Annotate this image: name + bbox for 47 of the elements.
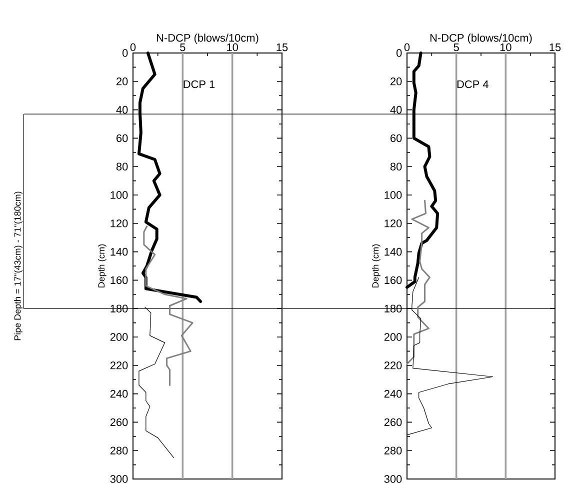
y-tick-label: 280 xyxy=(110,446,128,454)
y-axis-title: Depth (cm) xyxy=(372,244,380,288)
y-tick-label: 200 xyxy=(110,333,128,341)
annotation: DCP 4 xyxy=(457,80,488,88)
x-tick-label: 0 xyxy=(130,43,136,52)
y-tick-label: 80 xyxy=(390,162,402,170)
x-axis-title: N-DCP (blows/10cm) xyxy=(430,34,532,44)
y-tick-label: 100 xyxy=(384,191,402,199)
y-tick-label: 0 xyxy=(122,49,128,57)
text: Pipe Depth = 17"(43cm) - 71"(180cm) xyxy=(14,192,22,340)
y-tick-label: 60 xyxy=(116,134,128,142)
y-tick-label: 140 xyxy=(384,248,402,256)
x-tick-label: 10 xyxy=(227,43,238,52)
y-tick-label: 20 xyxy=(390,78,402,86)
y-tick-label: 160 xyxy=(384,276,402,284)
x-tick-label: 15 xyxy=(550,44,561,52)
y-axis-title: Depth (cm) xyxy=(98,244,106,288)
x-tick-label: 10 xyxy=(500,43,512,52)
y-tick-label: 300 xyxy=(110,475,128,483)
y-tick-label: 60 xyxy=(390,134,402,142)
x-tick-label: 5 xyxy=(180,44,186,52)
y-tick-label: 220 xyxy=(110,362,128,370)
y-tick-label: 80 xyxy=(116,162,128,170)
x-tick-label: 5 xyxy=(454,44,459,52)
y-tick-label: 160 xyxy=(110,276,128,284)
y-tick-label: 260 xyxy=(110,418,128,426)
y-tick-label: 40 xyxy=(116,106,128,114)
annotation: DCP 1 xyxy=(184,80,215,88)
y-tick-label: 200 xyxy=(384,333,402,341)
x-tick-label: 0 xyxy=(404,43,410,52)
y-tick-label: 260 xyxy=(384,418,402,426)
y-tick-label: 220 xyxy=(384,362,402,370)
y-tick-label: 140 xyxy=(110,248,128,256)
y-tick-label: 120 xyxy=(384,220,402,228)
y-tick-label: 120 xyxy=(110,220,128,228)
x-axis-title: N-DCP (blows/10cm) xyxy=(156,34,258,44)
line-series xyxy=(143,225,194,386)
y-tick-label: 240 xyxy=(110,390,128,398)
y-tick-label: 300 xyxy=(384,475,402,483)
line-series xyxy=(406,200,430,365)
y-tick-label: 280 xyxy=(384,446,402,454)
x-tick-label: 15 xyxy=(276,44,288,52)
y-tick-label: 40 xyxy=(390,106,402,114)
y-tick-label: 240 xyxy=(384,390,402,398)
y-tick-label: 0 xyxy=(396,49,402,57)
y-tick-label: 20 xyxy=(116,78,128,86)
y-tick-label: 100 xyxy=(110,191,128,199)
